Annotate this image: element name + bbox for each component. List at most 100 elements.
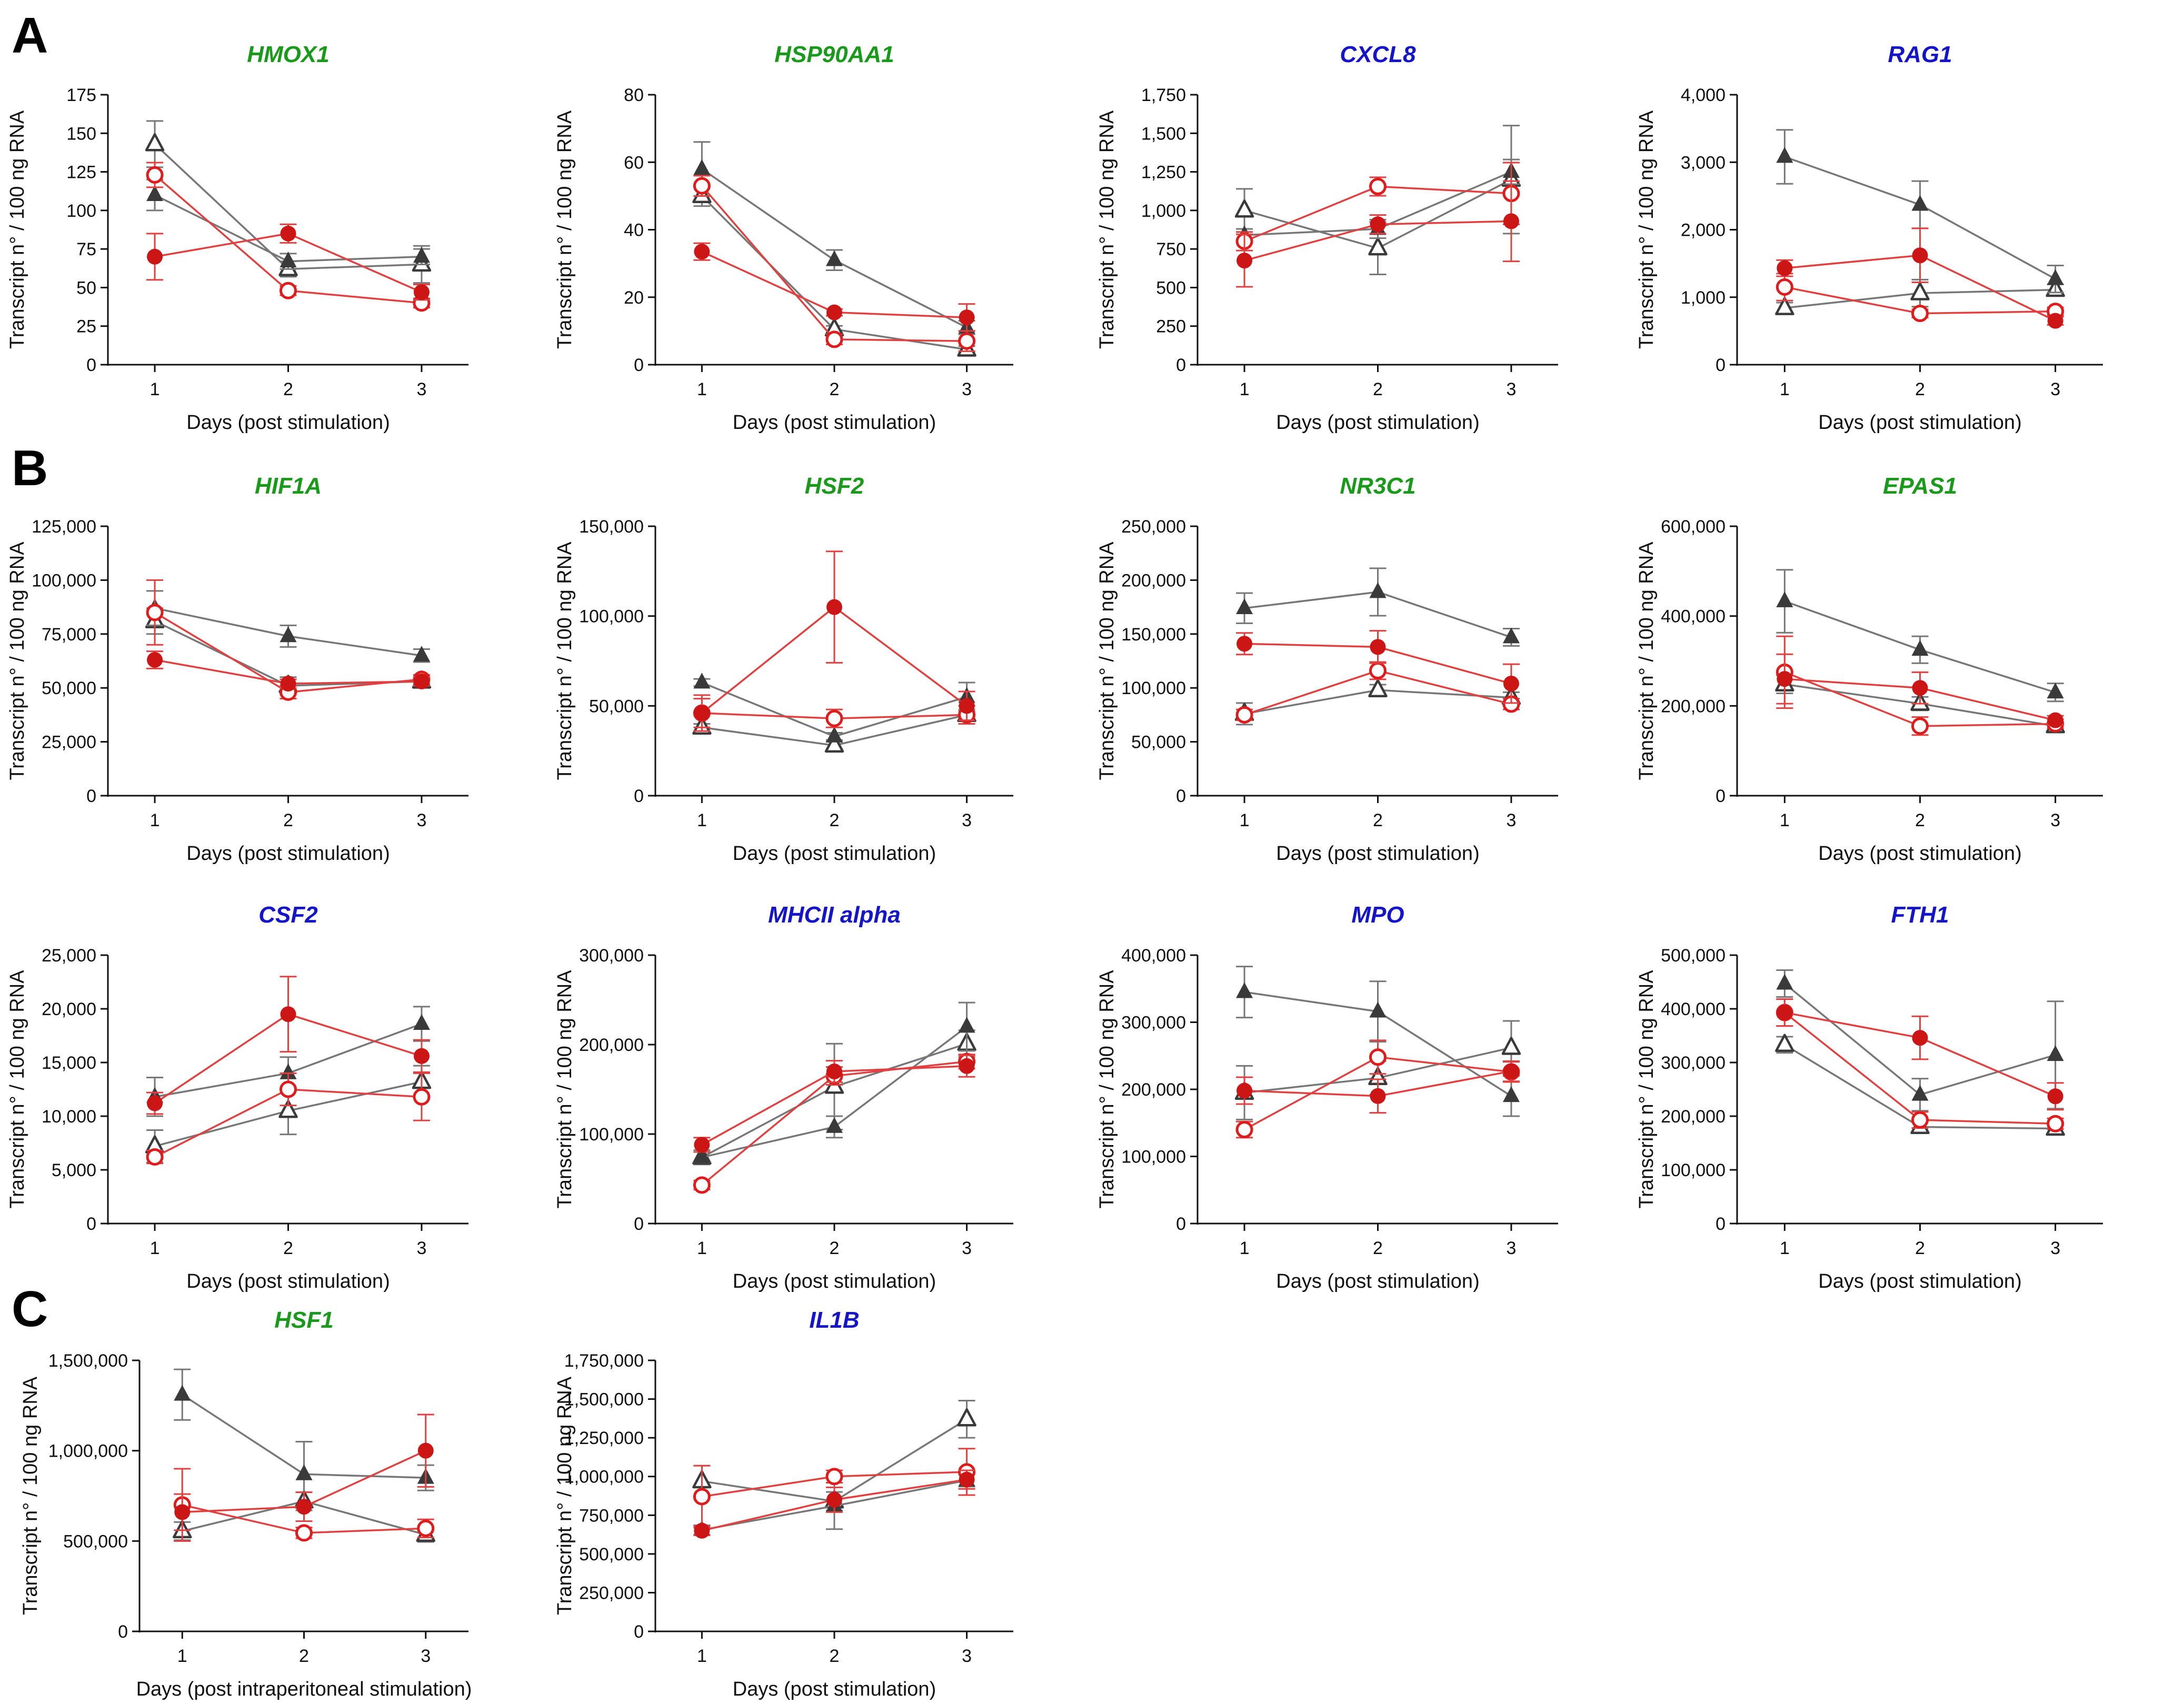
y-tick-label: 200,000 <box>1661 1107 1726 1127</box>
x-tick-label: 2 <box>1373 379 1383 399</box>
y-tick-label: 125,000 <box>32 517 96 537</box>
series-grey_filled <box>1236 567 1520 647</box>
data-point-filled-triangle <box>1911 640 1929 656</box>
data-point-filled-circle <box>280 676 296 692</box>
data-point-filled-circle <box>826 1064 842 1079</box>
y-axis-label: Transcript n° / 100 ng RNA <box>1096 970 1118 1209</box>
x-tick-label: 1 <box>697 1238 707 1258</box>
y-tick-label: 250 <box>1156 317 1186 337</box>
x-axis-label: Days (post stimulation) <box>186 1270 390 1292</box>
data-point-open-circle <box>417 1519 435 1537</box>
data-point-filled-triangle <box>1911 1085 1929 1101</box>
data-point-filled-circle <box>280 1006 296 1023</box>
data-point-filled-circle <box>959 1058 975 1074</box>
x-tick-label: 2 <box>299 1646 309 1666</box>
series-grey_filled <box>146 590 430 663</box>
y-tick-label: 60 <box>624 153 644 173</box>
data-point-filled-circle <box>694 1137 710 1153</box>
data-point-filled-circle <box>296 1499 312 1515</box>
series-red_filled <box>1776 653 2064 728</box>
x-axis-label: Days (post stimulation) <box>186 412 390 434</box>
data-point-open-circle <box>1235 1121 1253 1138</box>
data-point-open-circle <box>295 1524 313 1542</box>
y-tick-label: 0 <box>1716 355 1726 375</box>
data-point-open-triangle <box>1775 1034 1794 1052</box>
data-point-open-circle <box>1911 305 1929 323</box>
data-point-filled-circle <box>959 698 975 714</box>
y-tick-label: 1,750 <box>1141 85 1186 105</box>
y-tick-label: 0 <box>86 1214 96 1234</box>
y-tick-label: 200,000 <box>1121 570 1186 590</box>
series-red_filled <box>693 550 975 728</box>
y-tick-label: 0 <box>1716 1214 1726 1234</box>
chart-hmox1: HMOX1 0 25 50 75 100 125 150 175 1 2 3 Days (post st… <box>6 42 468 434</box>
x-tick-label: 3 <box>962 1238 972 1258</box>
x-tick-label: 1 <box>1240 1238 1250 1258</box>
series-grey_filled <box>1776 569 2064 703</box>
chart-title: HSF2 <box>805 473 864 499</box>
chart-title: CSF2 <box>258 902 318 928</box>
y-tick-label: 0 <box>634 355 644 375</box>
data-point-open-circle <box>825 1468 843 1486</box>
y-axis-label: Transcript n° / 100 ng RNA <box>6 970 28 1209</box>
data-point-open-circle <box>693 177 711 195</box>
y-tick-label: 50 <box>76 278 96 298</box>
panel-label-c: C <box>12 1281 48 1337</box>
data-point-filled-circle <box>147 1095 163 1111</box>
y-tick-label: 1,000,000 <box>564 1467 644 1487</box>
y-tick-label: 0 <box>86 786 96 806</box>
y-axis-label: Transcript n° / 100 ng RNA <box>6 110 28 349</box>
x-tick-label: 2 <box>283 810 293 830</box>
y-tick-label: 100,000 <box>1661 1160 1726 1180</box>
data-point-filled-circle <box>280 225 296 242</box>
data-point-filled-triangle <box>826 1117 843 1133</box>
x-tick-label: 3 <box>1506 379 1516 399</box>
data-point-open-circle <box>1776 278 1793 296</box>
data-point-open-circle <box>280 282 297 299</box>
y-tick-label: 1,000 <box>1681 288 1726 308</box>
data-point-filled-circle <box>413 284 430 300</box>
data-point-filled-circle <box>1912 247 1928 264</box>
y-tick-label: 20,000 <box>42 999 96 1019</box>
x-tick-label: 3 <box>962 1646 972 1666</box>
y-tick-label: 0 <box>634 1622 644 1642</box>
data-point-filled-circle <box>2047 1088 2063 1105</box>
chart-title: CXCL8 <box>1340 42 1416 67</box>
y-tick-label: 500 <box>1156 278 1186 298</box>
x-tick-label: 3 <box>2050 810 2060 830</box>
data-point-open-triangle <box>1234 199 1254 218</box>
x-tick-label: 3 <box>2050 1238 2060 1258</box>
y-axis-label: Transcript n° / 100 ng RNA <box>554 970 576 1209</box>
chart-title: RAG1 <box>1888 42 1952 67</box>
data-point-filled-circle <box>1370 1088 1386 1104</box>
y-axis-label: Transcript n° / 100 ng RNA <box>6 542 28 780</box>
series-red_filled <box>693 1054 975 1153</box>
chart-hsf2: HSF2 0 50,000 100,000 150,000 1 2 3 Days (post s… <box>554 473 1013 865</box>
y-tick-label: 300,000 <box>579 946 644 966</box>
data-point-filled-triangle <box>174 1385 191 1401</box>
series-red_open <box>146 162 431 312</box>
series-red_filled <box>1236 630 1520 704</box>
series-red_open <box>1776 998 2065 1132</box>
y-tick-label: 200,000 <box>1661 696 1726 716</box>
y-tick-label: 0 <box>86 355 96 375</box>
y-tick-label: 0 <box>1716 786 1726 806</box>
data-point-filled-circle <box>174 1504 191 1520</box>
data-point-filled-triangle <box>280 1063 297 1079</box>
panel-label-a: A <box>12 7 48 64</box>
y-tick-label: 0 <box>118 1622 128 1642</box>
x-tick-label: 2 <box>1373 1238 1383 1258</box>
chart-hsp90aa1: HSP90AA1 0 20 40 60 80 1 2 3 Days (post stimulati… <box>554 42 1013 434</box>
data-point-open-circle <box>1369 177 1387 195</box>
x-tick-label: 1 <box>150 379 160 399</box>
data-point-open-circle <box>2047 1115 2065 1132</box>
x-tick-label: 2 <box>830 810 840 830</box>
y-tick-label: 0 <box>1176 355 1186 375</box>
data-point-filled-circle <box>417 1442 434 1459</box>
data-point-filled-circle <box>959 1471 975 1488</box>
data-point-filled-circle <box>826 599 842 615</box>
chart-mpo: MPO 0 100,000 200,000 300,000 400,000 1 2 3 Days … <box>1096 902 1558 1292</box>
y-axis-label: Transcript n° / 100 ng RNA <box>1096 542 1118 780</box>
data-point-filled-circle <box>826 1491 842 1508</box>
